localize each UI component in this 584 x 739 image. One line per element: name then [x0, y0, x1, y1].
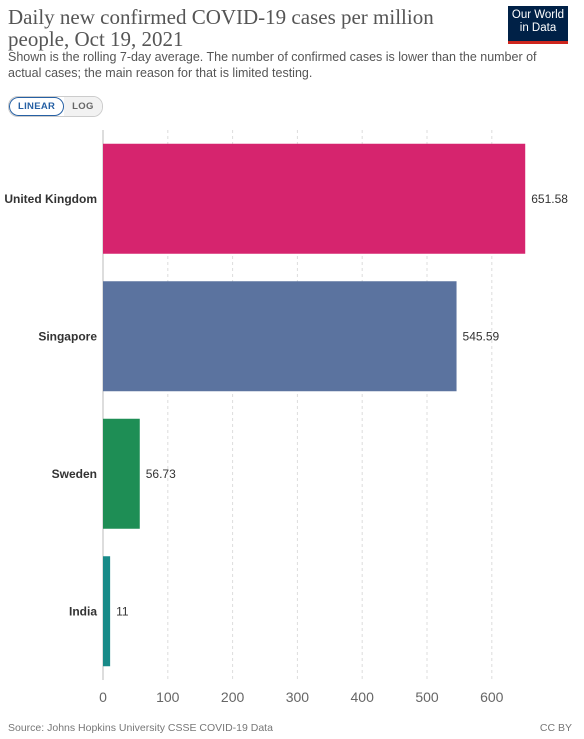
footer: Source: Johns Hopkins University CSSE CO…	[8, 722, 572, 734]
x-tick-label: 400	[351, 689, 375, 705]
x-tick-label: 300	[286, 689, 310, 705]
category-label: Sweden	[52, 467, 97, 481]
linear-scale-button[interactable]: LINEAR	[9, 97, 65, 116]
bar	[103, 418, 140, 529]
category-label: United Kingdom	[4, 192, 97, 206]
category-label: India	[69, 604, 97, 618]
chart-subtitle: Shown is the rolling 7-day average. The …	[8, 50, 537, 80]
bar	[103, 556, 111, 667]
logo-line-1: Our World	[511, 9, 565, 21]
bar-chart: 0 100 200 300 400 500 600 United Kingdom 651.58 S…	[4, 130, 568, 705]
owid-logo[interactable]: Our World in Data	[508, 6, 568, 44]
data-label: 545.59	[463, 329, 500, 343]
source-text[interactable]: Source: Johns Hopkins University CSSE CO…	[8, 722, 273, 734]
log-scale-button[interactable]: LOG	[64, 97, 102, 116]
scale-toggle[interactable]: LINEAR LOG	[8, 96, 103, 117]
category-label: Singapore	[38, 329, 97, 343]
logo-line-2: in Data	[519, 22, 557, 34]
x-tick-label: 500	[415, 689, 439, 705]
data-label: 56.73	[146, 467, 176, 481]
x-tick-label: 0	[99, 689, 107, 705]
bar	[103, 281, 457, 392]
chart-title: Daily new confirmed COVID-19 cases per m…	[8, 5, 434, 51]
x-tick-label: 200	[221, 689, 245, 705]
bar	[103, 143, 526, 254]
data-label: 651.58	[531, 192, 568, 206]
license-text[interactable]: CC BY	[539, 722, 572, 734]
x-tick-label: 100	[156, 689, 180, 705]
data-label: 11	[116, 604, 129, 618]
x-tick-label: 600	[480, 689, 504, 705]
